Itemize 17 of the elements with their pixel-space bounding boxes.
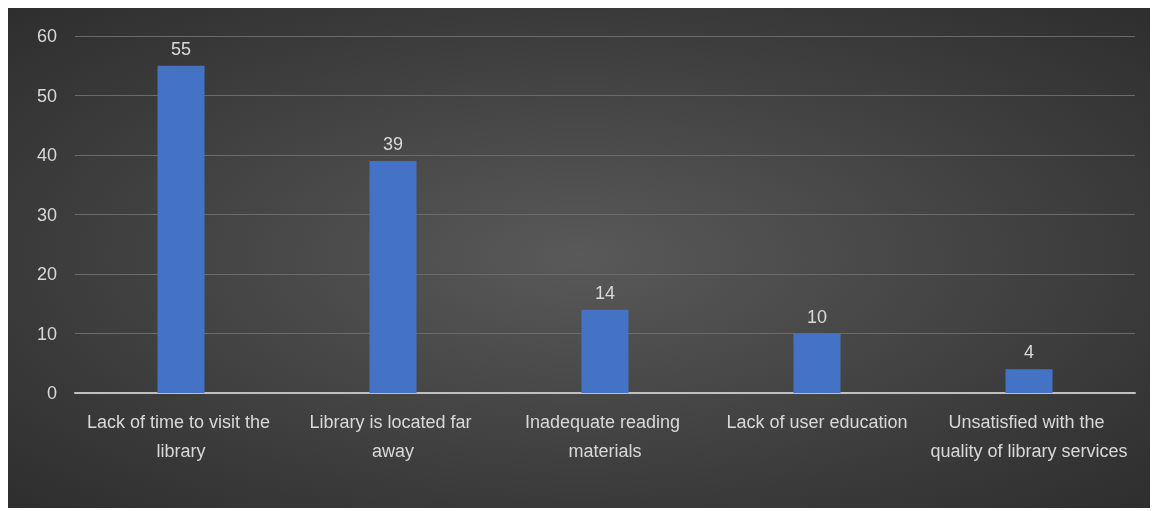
data-label: 14 [594,282,616,303]
y-tick-label: 60 [36,26,57,46]
data-label: 39 [382,133,404,154]
y-tick-label: 0 [46,383,57,403]
y-tick-label: 50 [36,85,57,106]
y-tick-label: 20 [36,264,57,284]
data-label: 10 [806,306,828,327]
y-tick-label: 30 [36,204,57,225]
data-label: 4 [1023,342,1035,363]
x-tick-label: Lack of time to visit the library [86,411,276,461]
data-label: 55 [170,38,192,59]
x-tick-label: Library is located far away [309,411,477,461]
y-tick-label: 40 [36,145,57,165]
x-tick-label: Lack of user education [726,411,908,432]
x-tick-label: Inadequate reading materials [524,411,686,461]
y-tick-label: 10 [36,323,57,344]
x-tick-label: Unsatisfied with the quality of library services [930,411,1128,461]
